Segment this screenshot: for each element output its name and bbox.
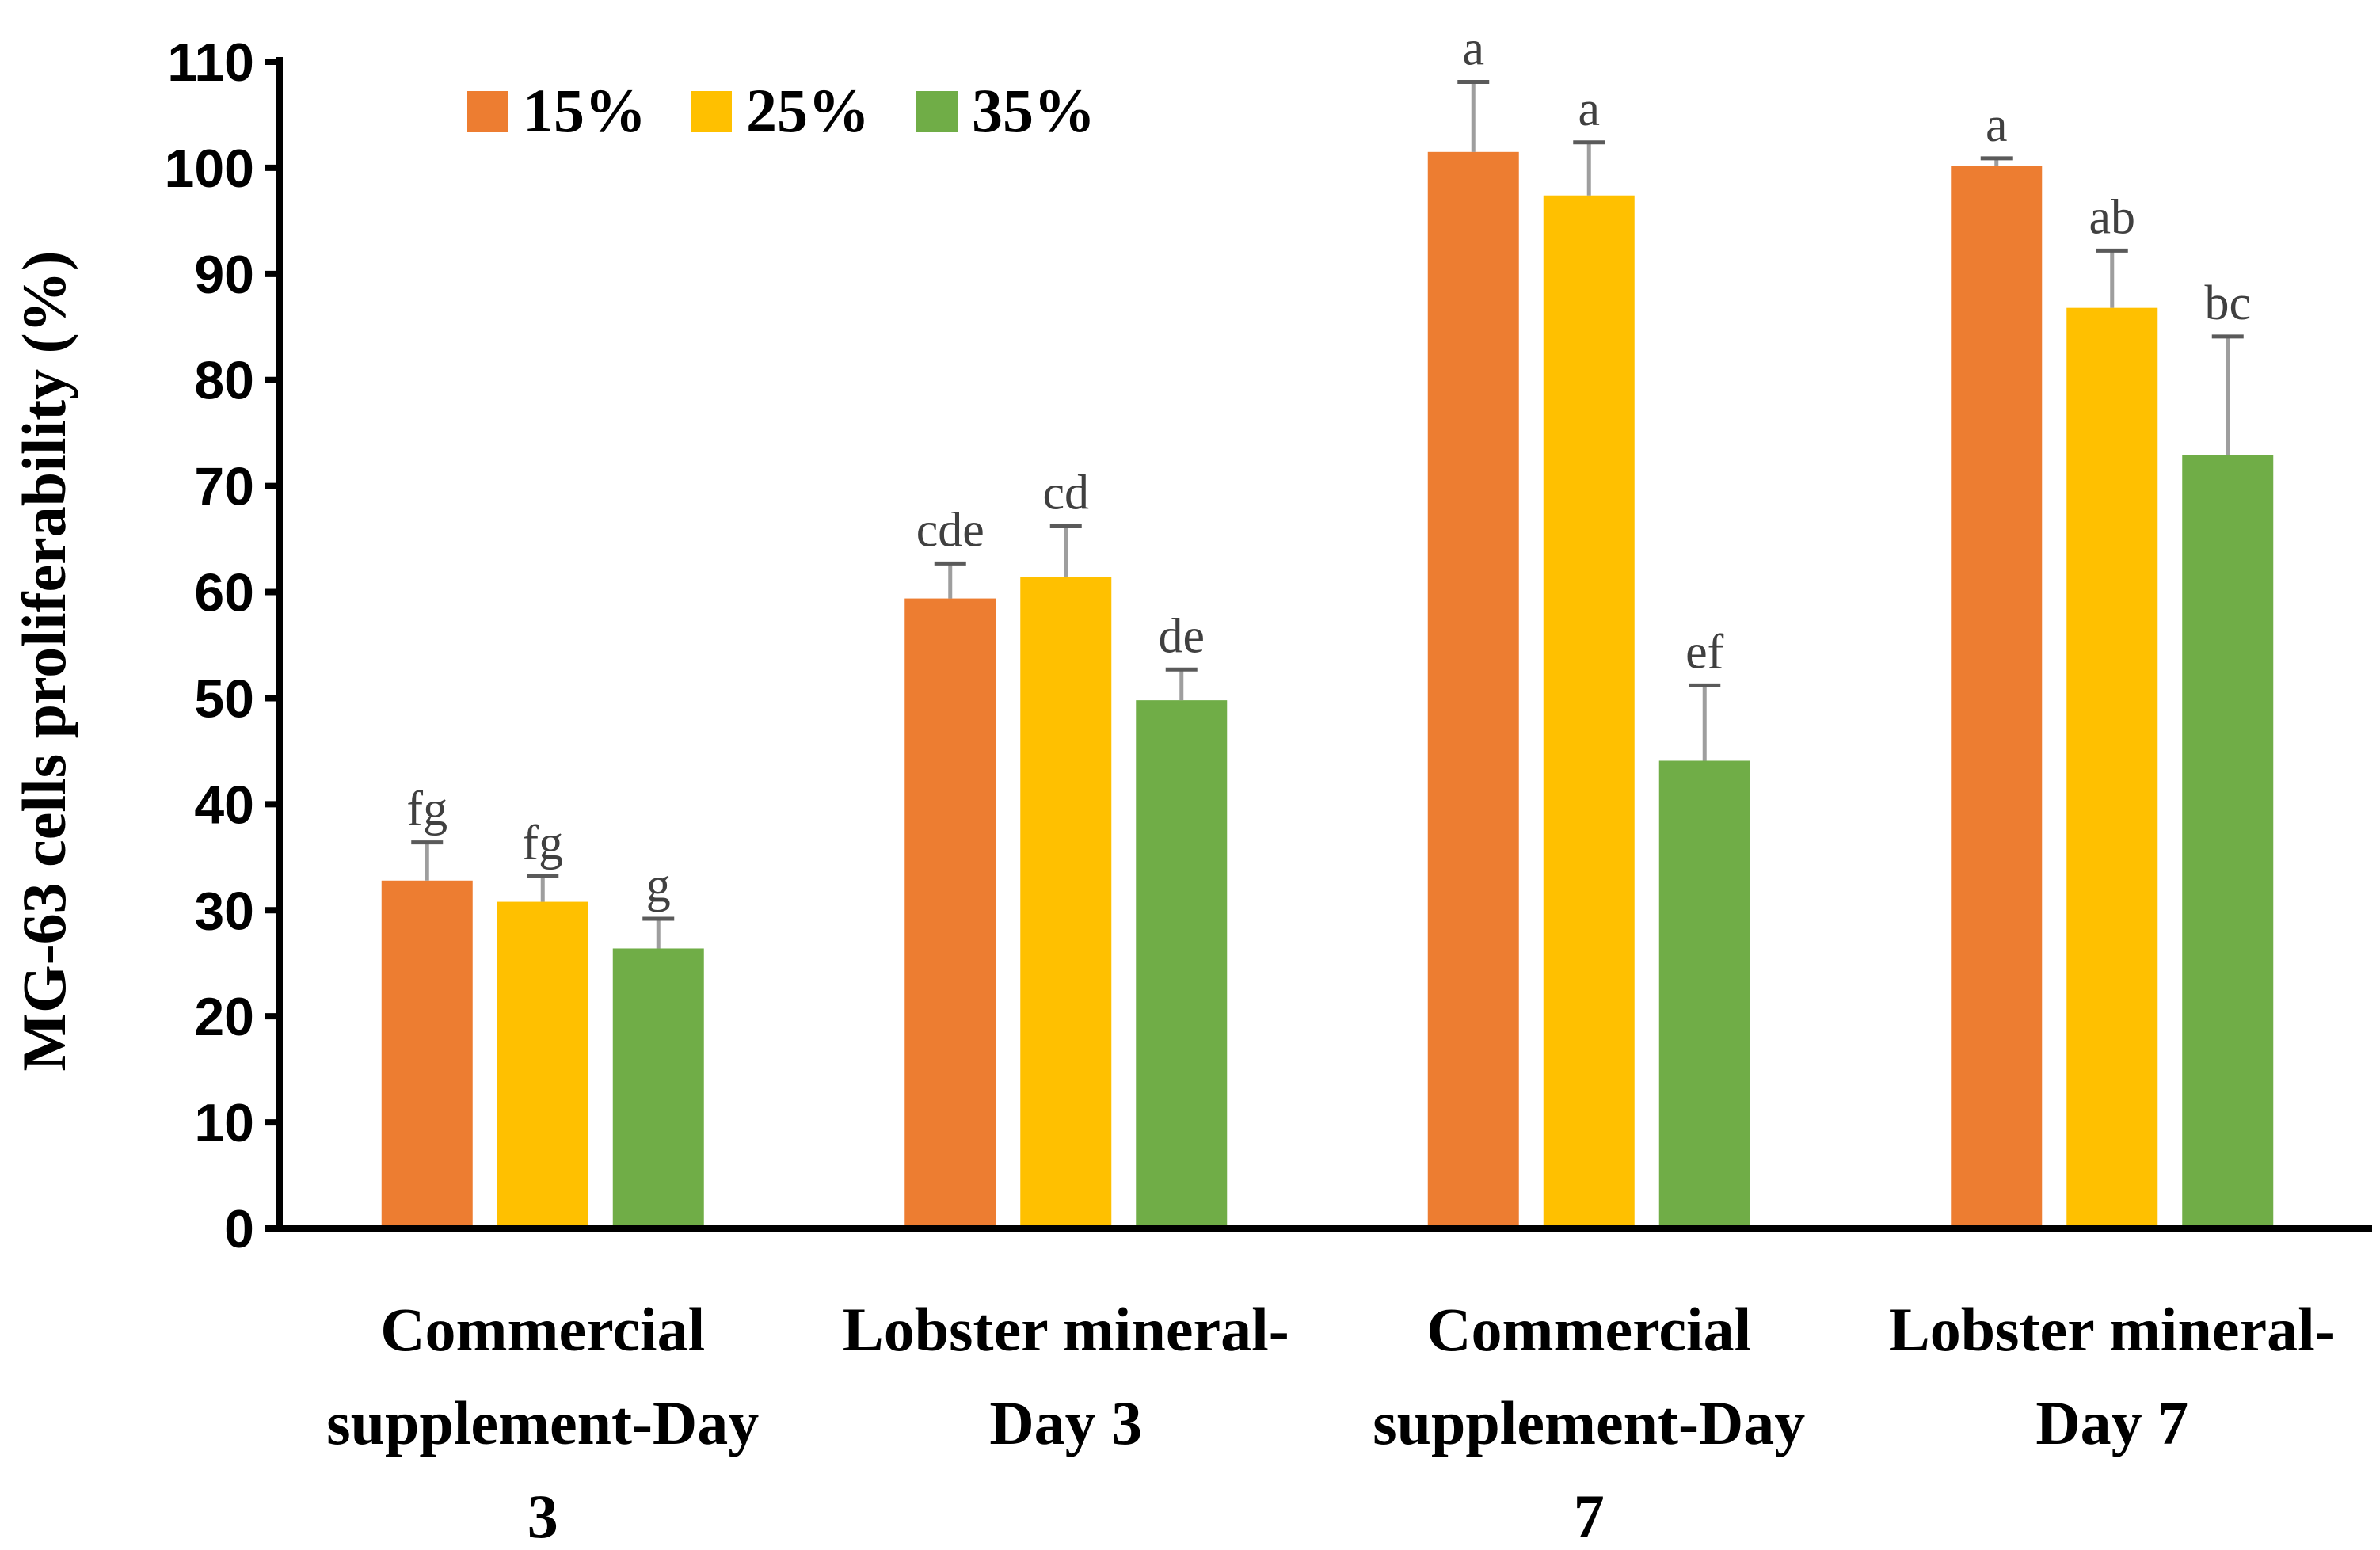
x-category-label-line: Lobster mineral- — [1889, 1295, 2336, 1364]
bar-25pct-cat1 — [497, 901, 588, 1225]
significance-label: g — [646, 859, 671, 912]
legend-swatch-15pct — [467, 91, 508, 132]
x-category-label-line: supplement-Day — [1373, 1388, 1805, 1457]
x-category-label: Commercial supplement-Day 7 — [1373, 1295, 1805, 1550]
x-category-label: Commercial supplement-Day 3 — [326, 1295, 759, 1550]
significance-label: de — [1158, 609, 1205, 663]
error-bars-group — [411, 79, 2244, 949]
y-tick-label: 90 — [194, 245, 254, 305]
bar-25pct-cat2 — [1020, 577, 1112, 1225]
y-tick-label: 30 — [194, 881, 254, 941]
bar-15pct-cat2 — [904, 598, 996, 1225]
significance-label: ab — [2089, 190, 2135, 244]
significance-label: a — [1462, 21, 1484, 75]
legend-swatch-35pct — [916, 91, 958, 132]
legend: 15% 25% 35% — [467, 76, 1095, 145]
bar-35pct-cat2 — [1136, 700, 1228, 1225]
x-category-label-line: Commercial — [1426, 1295, 1751, 1364]
significance-label: cd — [1042, 467, 1089, 520]
y-tick-label: 50 — [194, 668, 254, 729]
legend-label: 35% — [972, 76, 1095, 145]
y-axis-title: MG-63 cells proliferability (%) — [10, 250, 78, 1071]
significance-label: cde — [916, 503, 984, 557]
x-category-label: Lobster mineral- Day 7 — [1889, 1295, 2336, 1457]
legend-swatch-25pct — [691, 91, 732, 132]
bar-35pct-cat4 — [2182, 455, 2274, 1225]
legend-label: 25% — [746, 76, 870, 145]
x-category-label-line: 3 — [527, 1482, 558, 1550]
bar-25pct-cat3 — [1543, 195, 1635, 1225]
y-tick-label: 80 — [194, 351, 254, 411]
y-tick-label: 100 — [165, 139, 254, 199]
significance-label: fg — [406, 783, 447, 836]
x-category-label-line: Day 3 — [989, 1388, 1142, 1457]
y-tick-label: 60 — [194, 563, 254, 623]
category-labels-group: Commercial supplement-Day 3 Lobster mineral… — [326, 1295, 2336, 1550]
x-category-label: Lobster mineral- Day 3 — [843, 1295, 1289, 1457]
y-axis-label-group: MG-63 cells proliferability (%) — [10, 250, 78, 1071]
bar-35pct-cat3 — [1658, 760, 1750, 1225]
axes-group — [276, 57, 2372, 1232]
x-category-label-line: Lobster mineral- — [843, 1295, 1289, 1364]
bar-15pct-cat3 — [1427, 151, 1519, 1225]
y-axis-ticks: 0 10 20 30 40 50 60 70 80 90 100 110 — [165, 32, 280, 1259]
y-tick-label: 0 — [224, 1199, 254, 1259]
significance-label: fg — [522, 816, 563, 870]
x-category-label-line: 7 — [1574, 1482, 1605, 1550]
bar-35pct-cat1 — [612, 948, 704, 1225]
y-tick-label: 70 — [194, 457, 254, 517]
bar-15pct-cat1 — [381, 880, 473, 1225]
bar-25pct-cat4 — [2066, 307, 2158, 1226]
significance-label: a — [1986, 98, 2008, 152]
significance-label: ef — [1685, 625, 1724, 679]
x-category-label-line: Commercial — [380, 1295, 705, 1364]
significance-label: a — [1578, 82, 1600, 136]
x-category-label-line: Day 7 — [2035, 1388, 2188, 1457]
bars-group — [381, 151, 2274, 1226]
y-tick-label: 40 — [194, 775, 254, 835]
y-tick-label: 20 — [194, 987, 254, 1047]
significance-labels-group: fg fg g cde cd de a a ef a ab bc — [406, 21, 2251, 912]
bar-15pct-cat4 — [1951, 166, 2043, 1225]
y-tick-label: 10 — [194, 1093, 254, 1153]
significance-label: bc — [2204, 276, 2251, 330]
legend-label: 15% — [523, 76, 646, 145]
y-tick-label: 110 — [167, 32, 254, 93]
x-category-label-line: supplement-Day — [326, 1388, 759, 1457]
